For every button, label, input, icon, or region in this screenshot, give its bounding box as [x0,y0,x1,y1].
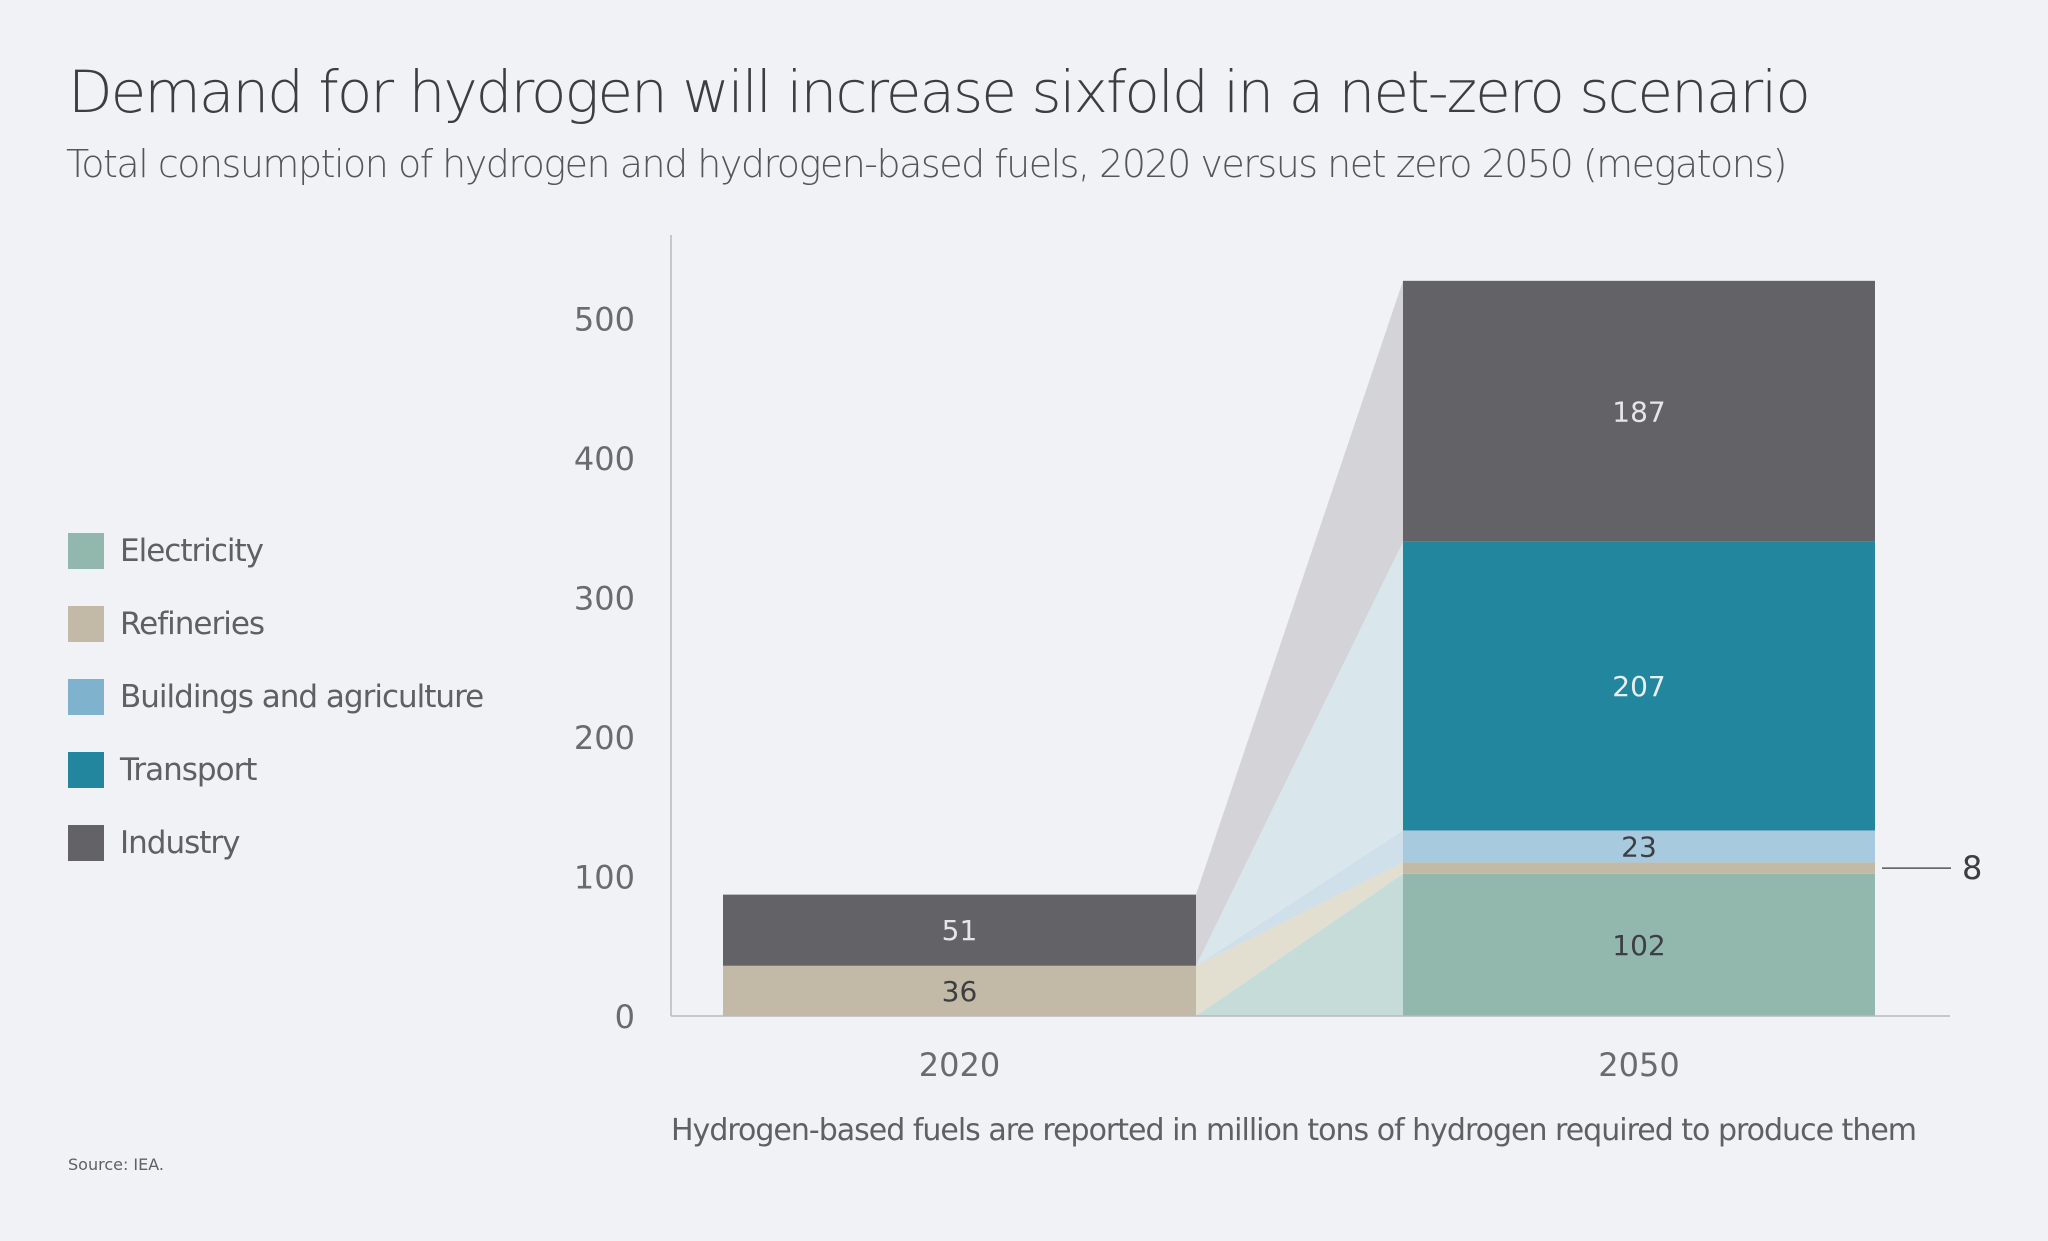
data-label: 36 [942,975,978,1008]
flow-band-2 [1196,830,1403,966]
legend-item-buildings: Buildings and agriculture [68,660,484,733]
data-label: 8 [1962,849,1982,887]
legend-swatch [68,824,104,861]
y-tick-label: 200 [574,719,635,757]
legend-label: Transport [120,751,257,788]
bar-segment [1403,873,1875,1016]
data-label: 23 [1621,831,1657,864]
data-label: 187 [1612,395,1665,428]
y-tick-label: 0 [615,998,635,1036]
bar-segment [1403,830,1875,863]
y-tick-label: 500 [574,301,635,339]
legend-swatch [68,605,104,642]
legend-label: Electricity [120,532,264,569]
legend-item-electricity: Electricity [68,514,483,587]
data-label: 51 [942,914,978,947]
chart-note: Hydrogen-based fuels are reported in mil… [671,1113,1917,1148]
legend-swatch [68,678,104,715]
bar-segment [723,965,1196,1016]
legend-item-refineries: Refineries [68,587,483,660]
legend-swatch [68,751,104,788]
x-tick-label: 2050 [1598,1046,1679,1084]
bar-segment [723,894,1196,966]
chart-subtitle: Total consumption of hydrogen and hydrog… [66,142,1788,186]
legend-item-industry: Industry [68,806,483,879]
flow-band-0 [1196,873,1403,1016]
legend-label: Refineries [120,605,265,642]
legend-label: Industry [120,824,241,861]
legend-swatch [68,532,104,569]
data-label: 207 [1612,670,1665,703]
legend-item-transport: Transport [68,733,483,806]
flow-band-4 [1196,280,1403,966]
flow-band-3 [1196,541,1403,966]
bar-segment [1403,280,1875,542]
y-tick-label: 300 [574,580,635,618]
x-tick-label: 2020 [919,1046,1000,1084]
y-tick-label: 400 [574,440,635,478]
source-note: Source: IEA. [68,1155,165,1174]
y-tick-label: 100 [574,859,635,897]
data-label: 102 [1612,929,1665,962]
flow-band-1 [1196,862,1403,1016]
legend: Electricity Refineries Buildings and agr… [68,514,484,879]
legend-label: Buildings and agriculture [120,678,484,715]
bar-segment [1403,541,1875,831]
bar-segment [1403,862,1875,874]
chart-title: Demand for hydrogen will increase sixfol… [68,58,1811,126]
